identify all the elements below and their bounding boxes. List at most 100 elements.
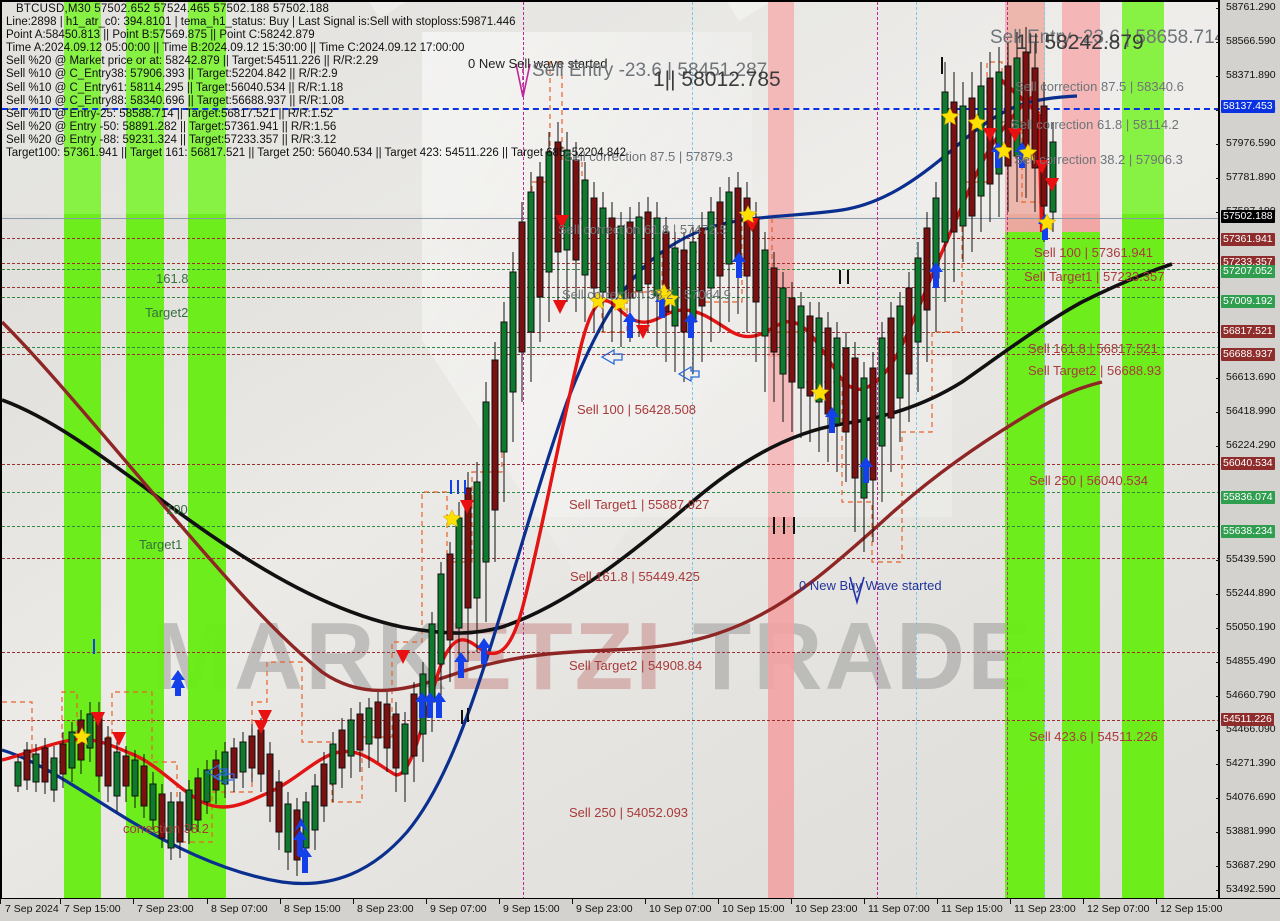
- price-tick-label: 58371.890: [1226, 69, 1276, 81]
- price-tag[interactable]: 56817.521: [1221, 325, 1275, 338]
- price-tag[interactable]: 57207.052: [1221, 265, 1275, 278]
- chart-annotation: Sell correction 87.5 | 58340.6: [1015, 79, 1184, 94]
- chart-annotation: Sell 161.8 | 56817.521: [1028, 341, 1158, 356]
- price-tag[interactable]: 55638.234: [1221, 525, 1275, 538]
- price-tick: [1216, 76, 1220, 77]
- time-tick-label: 9 Sep 07:00: [430, 903, 487, 915]
- level-line-red: [2, 720, 1220, 721]
- level-line-green: [2, 526, 1220, 527]
- price-tag[interactable]: 57502.188: [1221, 210, 1275, 223]
- chart-annotation: 100: [166, 502, 188, 517]
- ma-slow-black: [2, 262, 1173, 635]
- price-tick-label: 56224.290: [1226, 439, 1276, 451]
- level-line-red: [2, 354, 1220, 355]
- chart-info-line: Sell %10 @ C_Entry61: 58114.295 || Targe…: [6, 81, 344, 94]
- ma-dark-red: [2, 320, 1103, 693]
- price-tick: [1216, 628, 1220, 629]
- chart-title: BTCUSD,M30 57502.652 57524.465 57502.188…: [16, 3, 330, 15]
- price-tick-label: 54271.390: [1226, 757, 1276, 769]
- chart-annotation: 1|| 58012.785: [653, 68, 781, 91]
- time-tick-label: 7 Sep 2024: [5, 903, 59, 915]
- price-tag[interactable]: 55836.074: [1221, 491, 1275, 504]
- price-tag[interactable]: 58137.453: [1221, 100, 1275, 113]
- price-tick-label: 55050.190: [1226, 621, 1276, 633]
- chart-annotation: 0 New Sell wave started: [468, 56, 608, 71]
- chart-info-line: Target100: 57361.941 || Target 161: 5681…: [6, 147, 627, 160]
- session-band-red: [1062, 2, 1100, 232]
- time-tick-label: 11 Sep 07:00: [868, 903, 930, 915]
- price-tick: [1216, 42, 1220, 43]
- price-tick-label: 54660.790: [1226, 689, 1276, 701]
- chart-annotation: Sell Entry -23.6 | 58658.714: [990, 27, 1220, 48]
- price-tick: [1216, 832, 1220, 833]
- price-tag[interactable]: 54511.226: [1221, 713, 1274, 726]
- level-line-green: [2, 347, 1220, 348]
- chart-info-line: Sell %20 @ Market price or at: 58242.879…: [6, 55, 379, 68]
- time-tick: [1156, 899, 1157, 904]
- price-tick: [1216, 110, 1220, 111]
- price-tick-label: 54466.090: [1226, 723, 1276, 735]
- price-tick-label: 56418.990: [1226, 405, 1276, 417]
- chart-annotation: Sell 250 | 56040.534: [1029, 473, 1149, 488]
- chart-info-line: Sell %10 @ C_Entry88: 58340.696 || Targe…: [6, 94, 344, 107]
- vertical-marker-magenta: [523, 2, 524, 900]
- chart-annotation: Target2: [145, 305, 189, 320]
- session-band-green: [1122, 2, 1164, 900]
- time-tick-label: 9 Sep 23:00: [576, 903, 633, 915]
- chart-plot-area[interactable]: MARKETZI TRADE: [0, 0, 1220, 900]
- chart-annotation: Sell Target1 | 57233.357: [1024, 269, 1165, 284]
- price-tick: [1216, 662, 1220, 663]
- chart-info-line: Point A:58450.813 || Point B:57569.875 |…: [6, 29, 315, 42]
- time-tick: [426, 899, 427, 904]
- chart-info-lines: Line:2898 | h1_atr_c0: 394.8101 | tema_h…: [6, 16, 626, 160]
- new-wave-markers: [515, 62, 865, 605]
- chart-annotation: Sell Target2 | 54908.84: [569, 658, 703, 673]
- price-tick: [1216, 178, 1220, 179]
- time-tick: [133, 899, 134, 904]
- time-tick: [937, 899, 938, 904]
- price-tick: [1216, 412, 1220, 413]
- entry-price-line: [2, 108, 1220, 110]
- price-tick: [1216, 378, 1220, 379]
- time-tick: [572, 899, 573, 904]
- level-line-red: [2, 558, 1220, 559]
- price-axis[interactable]: 58761.29058566.59058371.89058177.1905797…: [1216, 0, 1280, 898]
- chart-annotation: Sell 100 | 56428.508: [577, 402, 697, 417]
- chart-info-line: Line:2898 | h1_atr_c0: 394.8101 | tema_h…: [6, 16, 516, 29]
- time-tick: [0, 899, 1, 904]
- price-tick: [1216, 144, 1220, 145]
- chart-annotation: Target1: [139, 537, 183, 552]
- price-tick-label: 54855.490: [1226, 655, 1276, 667]
- session-band-red: [768, 2, 794, 900]
- price-tag[interactable]: 56688.937: [1221, 348, 1275, 361]
- chart-info-line: Sell %10 @ C_Entry38: 57906.393 || Targe…: [6, 68, 338, 81]
- chart-info-line: Sell %20 @ Entry -50: 58891.282 || Targe…: [6, 120, 337, 133]
- time-axis[interactable]: 7 Sep 2024 7 Sep 15:00 7 Sep 23:00 8 Sep 07…: [0, 898, 1280, 921]
- chart-annotation: Sell correction 38.2 | 57906.3: [1014, 152, 1183, 167]
- price-tag[interactable]: 57361.941: [1221, 233, 1275, 246]
- price-tick-label: 55244.890: [1226, 587, 1276, 599]
- price-tag[interactable]: 56040.534: [1221, 457, 1275, 470]
- chart-annotation: correction 38.2: [123, 821, 209, 836]
- time-tick-label: 10 Sep 23:00: [795, 903, 858, 915]
- price-tick-label: 57781.890: [1226, 171, 1276, 183]
- chart-annotation: Sell correction 61.8 | 57472.5: [558, 222, 727, 237]
- price-tick-label: 57976.590: [1226, 137, 1276, 149]
- price-tick-label: 53881.990: [1226, 825, 1276, 837]
- price-tick-label: 54076.690: [1226, 791, 1276, 803]
- vertical-marker-cyan: [916, 2, 917, 900]
- time-tick: [864, 899, 865, 904]
- vertical-marker-cyan: [692, 2, 693, 900]
- vertical-marker-magenta: [877, 2, 878, 900]
- session-band-green: [1062, 232, 1100, 900]
- session-band-green: [188, 2, 226, 900]
- price-tag[interactable]: 57009.192: [1221, 295, 1275, 308]
- time-tick-label: 9 Sep 15:00: [503, 903, 560, 915]
- price-tick: [1216, 212, 1220, 213]
- price-tick-label: 55439.590: [1226, 553, 1276, 565]
- chart-info-panel: BTCUSD,M30 57502.652 57524.465 57502.188…: [6, 3, 626, 160]
- price-tick: [1216, 764, 1220, 765]
- price-tick: [1216, 446, 1220, 447]
- price-tick: [1216, 560, 1220, 561]
- price-tick-label: 53687.290: [1226, 859, 1276, 871]
